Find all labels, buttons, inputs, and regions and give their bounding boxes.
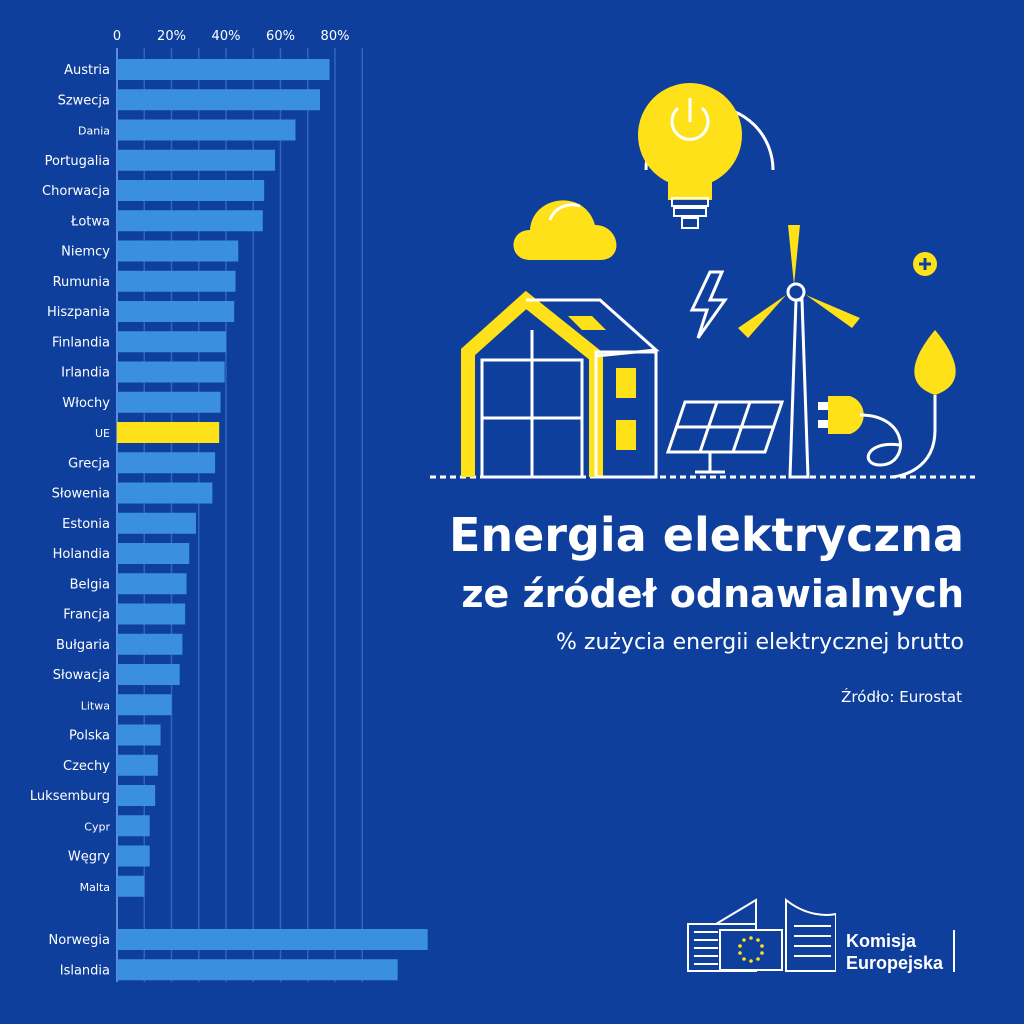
- x-tick-label: 20%: [157, 29, 186, 44]
- category-label: Litwa: [81, 699, 110, 712]
- category-label: Chorwacja: [42, 184, 110, 199]
- category-label: Szwecja: [58, 93, 110, 108]
- category-label: Niemcy: [61, 245, 110, 260]
- bar: [117, 89, 321, 111]
- lightning-icon: [689, 270, 728, 339]
- category-label: Słowenia: [52, 487, 110, 502]
- plus-icon: [913, 252, 937, 276]
- bar: [117, 59, 330, 80]
- chart-title-line2: ze źródeł odnawialnych: [461, 572, 964, 616]
- renewable-energy-illustration: [430, 83, 975, 479]
- category-label: Malta: [80, 881, 110, 894]
- x-tick-label: 40%: [212, 29, 241, 44]
- bar: [117, 845, 150, 867]
- bar: [117, 785, 156, 806]
- bar: [117, 301, 235, 322]
- bar: [117, 180, 265, 201]
- house-icon: [461, 290, 660, 479]
- category-label: Norwegia: [49, 933, 110, 948]
- bar: [117, 391, 221, 413]
- bar: [117, 633, 183, 655]
- bar: [117, 240, 239, 262]
- bar: [117, 452, 216, 474]
- x-tick-label: 80%: [321, 29, 350, 44]
- category-label: Łotwa: [70, 214, 110, 229]
- bar: [117, 959, 398, 981]
- category-label: Polska: [69, 729, 110, 744]
- category-label: Luksemburg: [30, 789, 110, 804]
- bar: [117, 573, 187, 595]
- bar: [117, 270, 236, 292]
- category-label: Dania: [78, 125, 110, 138]
- bar-chart: 0 20% 40% 60% 80% Austria Szwecja Dania Portugal…: [30, 29, 428, 982]
- logo-line1: Komisja: [846, 931, 917, 951]
- bar: [117, 422, 220, 443]
- bar: [117, 694, 172, 716]
- logo-text: Komisja Europejska: [846, 930, 943, 974]
- category-label: Rumunia: [53, 275, 110, 290]
- bar: [117, 331, 226, 353]
- bar: [117, 210, 263, 232]
- category-label: Węgry: [68, 850, 110, 865]
- bar: [117, 149, 276, 171]
- category-label: Bułgaria: [56, 638, 110, 653]
- bar: [117, 664, 180, 685]
- bar: [117, 603, 186, 625]
- bar: [117, 512, 197, 534]
- category-label: Holandia: [53, 547, 110, 562]
- category-label: Czechy: [63, 759, 110, 774]
- bar: [117, 543, 190, 564]
- category-label: Portugalia: [45, 154, 110, 169]
- bar: [117, 875, 145, 897]
- category-label: Estonia: [62, 517, 110, 532]
- bar: [117, 724, 161, 746]
- cloud-icon: [513, 200, 617, 260]
- category-label: Grecja: [68, 456, 110, 471]
- x-tick-label: 60%: [266, 29, 295, 44]
- category-label: Francja: [63, 608, 110, 623]
- category-label: Irlandia: [61, 366, 110, 381]
- source-note: Źródło: Eurostat: [841, 688, 962, 706]
- chart-subtitle: % zużycia energii elektrycznej brutto: [556, 630, 964, 655]
- bar: [117, 929, 428, 950]
- category-label: Hiszpania: [47, 305, 110, 320]
- eu-stars-icon: [738, 936, 764, 963]
- light-bulb-icon: [638, 83, 775, 229]
- x-tick-label: 0: [113, 29, 121, 44]
- wind-turbine-icon: [738, 225, 860, 479]
- logo-line2: Europejska: [846, 953, 944, 973]
- solar-panel-icon: [665, 400, 785, 474]
- category-label: Słowacja: [53, 668, 110, 683]
- category-label: Cypr: [84, 820, 110, 833]
- bar: [117, 361, 225, 383]
- logo-divider: [953, 930, 955, 972]
- chart-title: Energia elektryczna: [448, 508, 964, 562]
- category-label: Finlandia: [52, 335, 110, 350]
- category-label: Włochy: [62, 396, 110, 411]
- european-commission-logo-icon: [687, 897, 836, 972]
- bar: [117, 119, 296, 141]
- category-label: UE: [95, 427, 110, 440]
- bar: [117, 482, 213, 504]
- category-label: Belgia: [70, 577, 110, 592]
- bar: [117, 815, 150, 837]
- plug-leaf-icon: [818, 330, 956, 479]
- bar: [117, 754, 158, 776]
- category-label: Islandia: [60, 963, 110, 978]
- category-label: Austria: [64, 63, 110, 78]
